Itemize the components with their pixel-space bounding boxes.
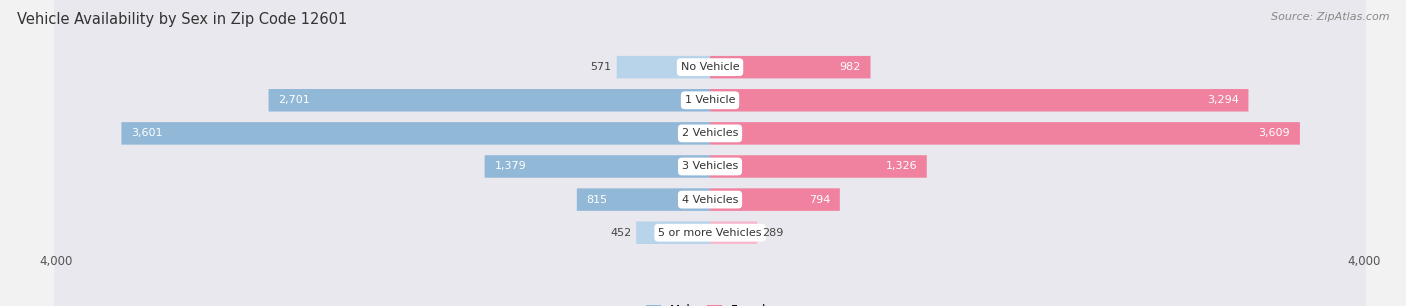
- FancyBboxPatch shape: [710, 188, 839, 211]
- Text: Vehicle Availability by Sex in Zip Code 12601: Vehicle Availability by Sex in Zip Code …: [17, 12, 347, 27]
- Text: 982: 982: [839, 62, 860, 72]
- Text: 2 Vehicles: 2 Vehicles: [682, 129, 738, 138]
- FancyBboxPatch shape: [55, 54, 1365, 80]
- FancyBboxPatch shape: [636, 222, 710, 244]
- Text: 794: 794: [808, 195, 830, 205]
- Text: 1,326: 1,326: [886, 162, 917, 171]
- Text: 1 Vehicle: 1 Vehicle: [685, 95, 735, 105]
- Legend: Male, Female: Male, Female: [641, 299, 779, 306]
- Text: 571: 571: [591, 62, 612, 72]
- Text: 289: 289: [762, 228, 783, 238]
- Text: 4 Vehicles: 4 Vehicles: [682, 195, 738, 205]
- FancyBboxPatch shape: [55, 120, 1365, 147]
- Text: Source: ZipAtlas.com: Source: ZipAtlas.com: [1271, 12, 1389, 22]
- Text: 3,609: 3,609: [1258, 129, 1291, 138]
- FancyBboxPatch shape: [53, 0, 1367, 306]
- Text: 3,294: 3,294: [1206, 95, 1239, 105]
- FancyBboxPatch shape: [485, 155, 710, 178]
- FancyBboxPatch shape: [53, 0, 1367, 306]
- FancyBboxPatch shape: [53, 0, 1367, 306]
- Text: 3 Vehicles: 3 Vehicles: [682, 162, 738, 171]
- FancyBboxPatch shape: [55, 219, 1365, 246]
- FancyBboxPatch shape: [55, 186, 1365, 213]
- Text: 2,701: 2,701: [278, 95, 311, 105]
- FancyBboxPatch shape: [55, 153, 1365, 180]
- Text: 452: 452: [610, 228, 631, 238]
- Text: 5 or more Vehicles: 5 or more Vehicles: [658, 228, 762, 238]
- FancyBboxPatch shape: [576, 188, 710, 211]
- FancyBboxPatch shape: [53, 0, 1367, 306]
- FancyBboxPatch shape: [710, 222, 758, 244]
- Text: 1,379: 1,379: [495, 162, 526, 171]
- FancyBboxPatch shape: [710, 56, 870, 78]
- FancyBboxPatch shape: [55, 87, 1365, 114]
- Text: 815: 815: [586, 195, 607, 205]
- FancyBboxPatch shape: [710, 89, 1249, 111]
- FancyBboxPatch shape: [269, 89, 710, 111]
- Text: No Vehicle: No Vehicle: [681, 62, 740, 72]
- FancyBboxPatch shape: [53, 0, 1367, 306]
- Text: 3,601: 3,601: [131, 129, 163, 138]
- FancyBboxPatch shape: [121, 122, 710, 145]
- FancyBboxPatch shape: [710, 122, 1301, 145]
- FancyBboxPatch shape: [710, 155, 927, 178]
- FancyBboxPatch shape: [53, 0, 1367, 306]
- FancyBboxPatch shape: [617, 56, 710, 78]
